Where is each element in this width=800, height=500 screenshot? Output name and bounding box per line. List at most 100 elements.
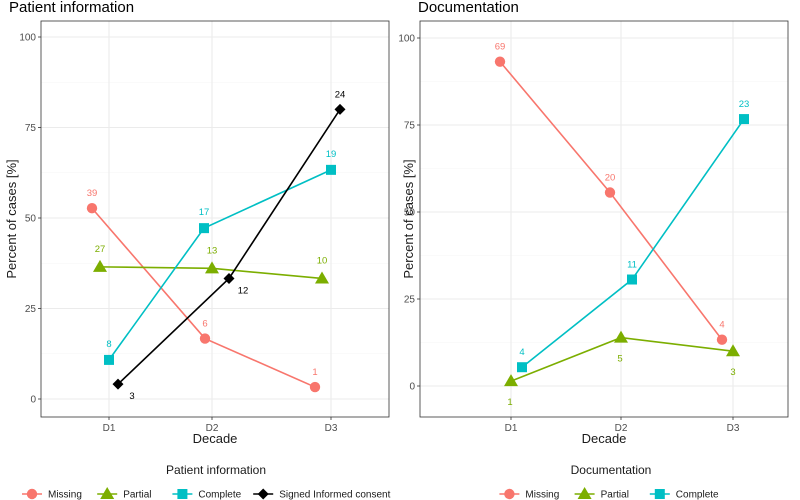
x-axis-title: Decade — [582, 431, 627, 446]
y-tick-label: 50 — [404, 208, 416, 219]
legend-marker-complete — [654, 489, 665, 499]
panel-patient-information: Patient information 0 25 50 75 100 D1 D2 D3 Decad… — [4, 0, 391, 500]
legend-marker-complete — [177, 489, 188, 499]
data-label-partial: 27 — [95, 244, 106, 255]
data-label-partial: 13 — [207, 245, 218, 256]
data-label-missing: 39 — [87, 188, 98, 199]
data-label-missing: 1 — [312, 367, 317, 378]
y-tick-label: 100 — [398, 34, 415, 45]
series-missing: 69 20 4 — [494, 42, 728, 345]
legend-item-complete: Complete — [172, 489, 242, 500]
panel-border — [419, 20, 789, 418]
series-line-complete — [521, 118, 745, 368]
data-label-complete: 17 — [199, 207, 210, 218]
data-point-complete — [627, 274, 637, 285]
data-label-partial: 3 — [730, 367, 735, 378]
data-point-consent — [112, 378, 124, 390]
legend-item-missing: Missing — [22, 488, 82, 500]
y-tick-label: 25 — [25, 304, 37, 315]
data-point-complete — [199, 223, 209, 234]
legend-label: Complete — [198, 490, 241, 500]
data-point-complete — [326, 164, 336, 175]
legend-marker-partial — [577, 487, 592, 499]
series-line-missing — [91, 207, 316, 388]
x-tick-label: D1 — [505, 423, 518, 434]
y-tick-label: 50 — [25, 214, 37, 225]
data-point-missing — [604, 187, 616, 198]
series-partial: 27 13 10 — [93, 244, 329, 284]
x-tick-label: D3 — [325, 423, 338, 434]
x-axis-title: Decade — [193, 431, 238, 446]
series-complete: 4 11 23 — [517, 99, 750, 373]
data-label-missing: 6 — [202, 319, 207, 330]
data-label-consent: 12 — [238, 285, 249, 296]
legend-item-partial: Partial — [97, 487, 152, 500]
data-point-missing — [86, 203, 98, 214]
data-point-consent — [223, 272, 235, 284]
legend: Patient information Missing Partial Complet… — [22, 463, 391, 500]
data-point-complete — [517, 362, 527, 373]
data-point-partial — [205, 261, 219, 274]
legend-item-consent: Signed Informed consent — [253, 488, 391, 500]
series-line-complete — [108, 169, 332, 361]
series-missing: 39 6 1 — [86, 188, 321, 393]
data-label-complete: 19 — [326, 149, 337, 160]
legend-title: Patient information — [166, 463, 266, 477]
data-point-consent — [334, 103, 346, 115]
y-tick-label: 75 — [25, 123, 37, 134]
data-label-partial: 10 — [317, 255, 328, 266]
data-label-consent: 3 — [129, 391, 134, 402]
y-tick-label: 0 — [30, 395, 36, 406]
panel-border — [40, 20, 390, 418]
data-label-complete: 8 — [106, 339, 111, 350]
legend-item-complete: Complete — [649, 489, 719, 500]
data-label-partial: 1 — [507, 397, 512, 408]
panel-documentation: Documentation 0 25 50 75 100 D1 D2 D3 Decade Perce… — [398, 0, 789, 500]
legend-marker-partial — [100, 487, 115, 499]
data-point-partial — [504, 374, 518, 387]
data-point-complete — [739, 114, 749, 125]
data-label-complete: 11 — [627, 260, 637, 271]
data-point-missing — [309, 381, 321, 393]
data-point-partial — [315, 271, 329, 284]
data-label-missing: 4 — [719, 320, 724, 331]
series-line-consent — [117, 108, 341, 385]
legend: Documentation Missing Partial Complete — [499, 463, 719, 500]
data-point-missing — [494, 56, 506, 67]
data-point-partial — [93, 259, 107, 272]
data-point-complete — [104, 354, 114, 365]
legend-item-missing: Missing — [499, 488, 559, 500]
data-label-missing: 69 — [495, 42, 506, 53]
data-label-missing: 20 — [605, 173, 616, 184]
y-tick-label: 25 — [404, 295, 416, 306]
legend-title: Documentation — [571, 463, 652, 477]
legend-label: Complete — [676, 490, 719, 500]
legend-label: Signed Informed consent — [279, 490, 390, 500]
legend-label: Missing — [48, 490, 82, 500]
legend-marker-consent — [257, 488, 269, 500]
y-axis-title: Percent of cases [%] — [401, 159, 416, 278]
data-label-consent: 24 — [335, 89, 346, 100]
y-tick-label: 0 — [409, 382, 415, 393]
panel-title: Patient information — [9, 0, 134, 16]
data-label-complete: 23 — [739, 99, 750, 110]
legend-marker-missing — [504, 488, 515, 500]
y-axis-title: Percent of cases [%] — [4, 159, 19, 278]
data-point-missing — [716, 334, 728, 345]
legend-marker-missing — [26, 488, 38, 500]
x-tick-label: D3 — [727, 423, 740, 434]
series-complete: 8 17 19 — [104, 149, 336, 365]
x-tick-label: D2 — [206, 423, 219, 434]
data-point-partial — [726, 344, 740, 357]
legend-label: Partial — [601, 490, 629, 500]
x-tick-label: D2 — [615, 423, 628, 434]
x-tick-label: D1 — [103, 423, 116, 434]
data-point-partial — [614, 330, 628, 343]
y-tick-label: 100 — [19, 33, 36, 44]
legend-label: Partial — [123, 490, 151, 500]
series-consent: 3 12 24 — [112, 89, 346, 402]
legend-item-partial: Partial — [574, 487, 629, 500]
series-partial: 1 5 3 — [504, 330, 740, 408]
